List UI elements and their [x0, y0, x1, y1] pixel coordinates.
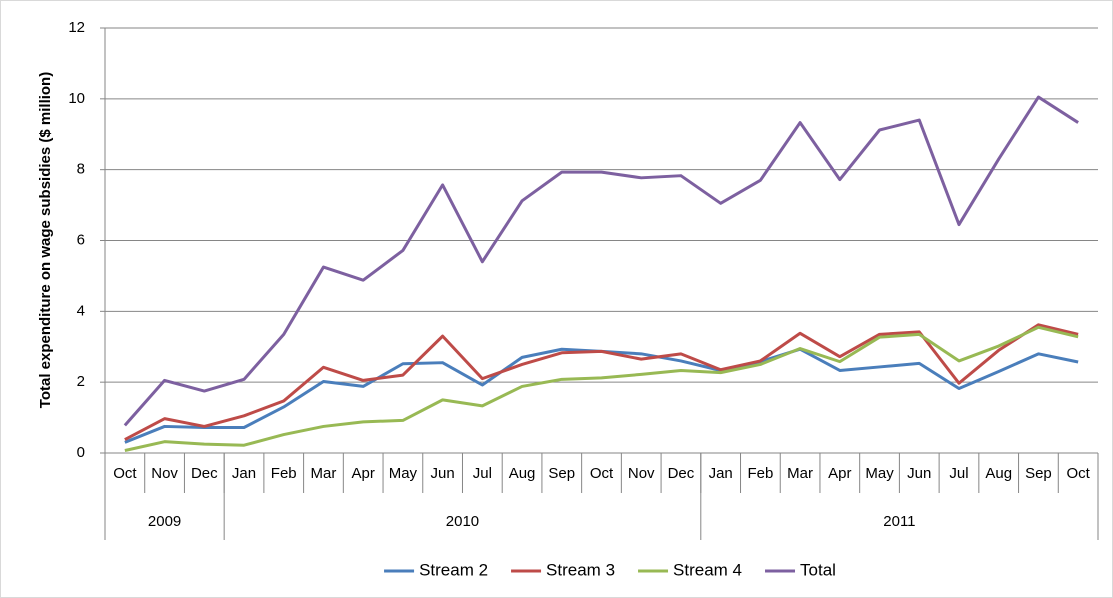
x-tick-label: Jun [431, 465, 455, 482]
x-tick-label: Mar [311, 465, 337, 482]
y-tick-label: 6 [77, 231, 85, 248]
x-tick-label: Oct [590, 465, 614, 482]
y-tick-label: 2 [77, 373, 85, 390]
y-tick-label: 12 [68, 19, 85, 36]
y-tick-label: 4 [77, 302, 85, 319]
x-tick-label: Dec [191, 465, 218, 482]
x-tick-label: Oct [1066, 465, 1090, 482]
x-tick-label: Jul [949, 465, 968, 482]
y-tick-label: 8 [77, 161, 85, 178]
x-tick-label: Nov [151, 465, 178, 482]
x-tick-label: Aug [985, 465, 1012, 482]
x-tick-label: Mar [787, 465, 813, 482]
y-axis-title: Total expenditure on wage subsidies ($ m… [37, 72, 54, 408]
x-tick-label: Jul [473, 465, 492, 482]
group-label: 2009 [148, 513, 181, 530]
x-tick-label: Dec [668, 465, 695, 482]
x-tick-label: Nov [628, 465, 655, 482]
series-line [124, 323, 1079, 441]
x-tick-label: Sep [548, 465, 575, 482]
y-tick-label: 10 [68, 90, 85, 107]
x-tick-label: Aug [509, 465, 536, 482]
x-tick-label: Jan [709, 465, 733, 482]
x-tick-label: Jan [232, 465, 256, 482]
series-line [124, 325, 1079, 452]
series-line [123, 95, 1079, 427]
group-label: 2010 [446, 513, 479, 530]
x-tick-label: May [389, 465, 418, 482]
group-label: 2011 [883, 513, 915, 530]
x-tick-label: Oct [113, 465, 137, 482]
x-tick-label: Apr [828, 465, 851, 482]
legend-label: Total [800, 560, 836, 579]
legend-label: Stream 2 [419, 560, 488, 579]
legend-label: Stream 4 [673, 560, 742, 579]
legend-label: Stream 3 [546, 560, 615, 579]
x-tick-label: May [865, 465, 894, 482]
x-tick-label: Sep [1025, 465, 1052, 482]
x-tick-label: Feb [747, 465, 773, 482]
y-tick-label: 0 [77, 444, 85, 461]
x-tick-label: Jun [907, 465, 931, 482]
x-tick-label: Apr [352, 465, 375, 482]
x-tick-label: Feb [271, 465, 297, 482]
